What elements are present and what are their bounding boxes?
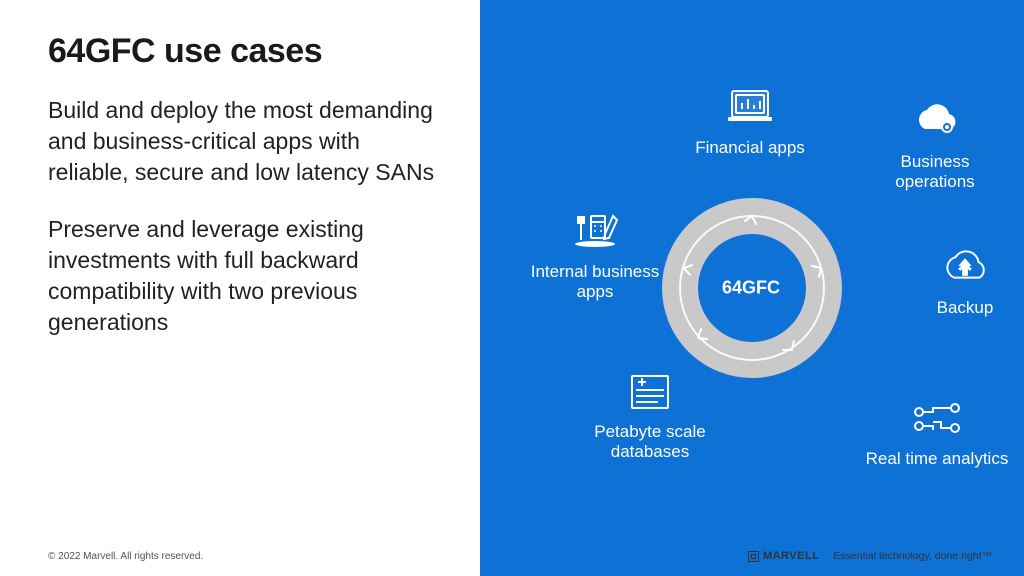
node-financial-apps: Financial apps <box>675 84 825 158</box>
paragraph-1: Build and deploy the most demanding and … <box>48 95 440 188</box>
cloud-upload-icon <box>937 244 993 290</box>
node-label: Backup <box>937 298 994 318</box>
brand-logo: MARVELL <box>748 550 819 562</box>
laptop-chart-icon <box>722 84 778 130</box>
node-label: Real time analytics <box>866 449 1009 469</box>
brand-logo-icon <box>748 551 759 562</box>
node-internal-apps: Internal business apps <box>520 208 670 303</box>
db-doc-icon <box>622 368 678 414</box>
node-business-operations: Business operations <box>860 98 1010 193</box>
cycle-diagram: 64GFC Financial apps <box>480 0 1024 576</box>
node-label: Petabyte scale databases <box>575 422 725 463</box>
page-title: 64GFC use cases <box>48 32 440 71</box>
cloud-gears-icon <box>907 98 963 144</box>
footer-right: MARVELL Essential technology, done right… <box>748 550 992 562</box>
node-label: Internal business apps <box>520 262 670 303</box>
tools-icon <box>567 208 623 254</box>
node-realtime-analytics: Real time analytics <box>862 395 1012 469</box>
right-panel: 64GFC Financial apps <box>480 0 1024 576</box>
node-petabyte-databases: Petabyte scale databases <box>575 368 725 463</box>
nodes-icon <box>909 395 965 441</box>
node-label: Financial apps <box>695 138 805 158</box>
center-label: 64GFC <box>722 278 782 299</box>
brand-name: MARVELL <box>763 550 819 562</box>
copyright: © 2022 Marvell. All rights reserved. <box>48 551 203 562</box>
slide: 64GFC use cases Build and deploy the mos… <box>0 0 1024 576</box>
node-label: Business operations <box>860 152 1010 193</box>
tagline: Essential technology, done right™ <box>833 550 992 562</box>
left-panel: 64GFC use cases Build and deploy the mos… <box>0 0 480 576</box>
node-backup: Backup <box>890 244 1024 318</box>
paragraph-2: Preserve and leverage existing investmen… <box>48 214 440 338</box>
footer: © 2022 Marvell. All rights reserved. MAR… <box>48 550 992 562</box>
